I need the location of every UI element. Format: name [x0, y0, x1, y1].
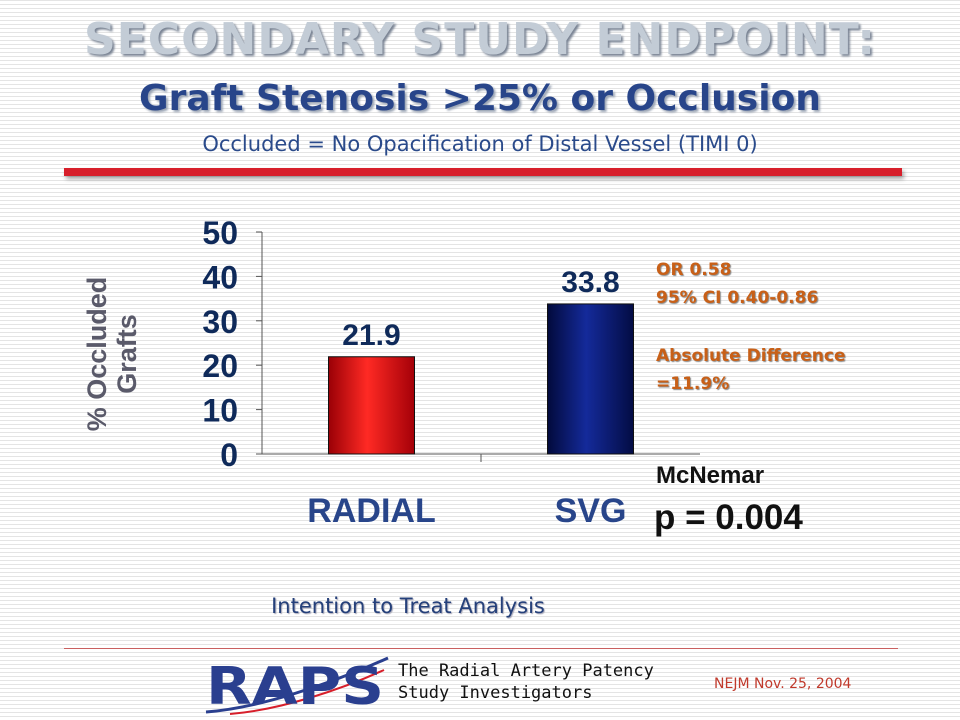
data-label-svg: 33.8	[561, 266, 619, 299]
absolute-difference-value: =11.9%	[656, 374, 730, 394]
y-tick-label: 40	[202, 259, 238, 295]
test-name: McNemar	[656, 462, 765, 489]
logo-swoosh-red	[229, 669, 385, 715]
y-tick-label: 50	[202, 215, 238, 251]
category-label-radial: RADIAL	[307, 492, 435, 530]
investigators-line-2: Study Investigators	[398, 683, 593, 703]
title-divider	[64, 168, 902, 176]
logo-text: RAPS	[206, 657, 384, 717]
raps-logo: RAPS	[205, 656, 389, 717]
y-tick-label: 0	[220, 437, 238, 473]
absolute-difference-label: Absolute Difference	[656, 346, 846, 366]
confidence-interval: 95% CI 0.40-0.86	[656, 288, 819, 308]
bar-chart: 0 10 20 30 40 50 21.9 RADIAL 33.8 SVG	[202, 215, 700, 530]
investigators-line-1: The Radial Artery Patency	[398, 661, 654, 681]
data-label-radial: 21.9	[342, 319, 400, 352]
chart-bars	[328, 303, 634, 455]
y-tick-label: 30	[202, 304, 238, 340]
analysis-note: Intention to Treat Analysis	[271, 594, 545, 618]
logo-swoosh-blue	[205, 656, 389, 714]
slide-subtitle: Graft Stenosis >25% or Occlusion	[139, 78, 821, 119]
slide-title: SECONDARY STUDY ENDPOINT:	[84, 14, 876, 65]
investigators: The Radial Artery Patency Study Investig…	[398, 660, 654, 704]
bar-radial	[328, 356, 415, 455]
y-tick-label: 10	[202, 393, 238, 429]
chart-labels: 0 10 20 30 40 50 21.9 RADIAL 33.8 SVG	[202, 215, 626, 530]
y-tick-label: 20	[202, 348, 238, 384]
category-label-svg: SVG	[555, 492, 627, 530]
odds-ratio: OR 0.58	[656, 260, 732, 280]
footer-divider	[64, 648, 898, 649]
citation: NEJM Nov. 25, 2004	[714, 676, 852, 692]
p-value: p = 0.004	[654, 498, 803, 537]
slide-caption: Occluded = No Opacification of Distal Ve…	[202, 132, 758, 156]
bar-svg	[547, 303, 634, 455]
